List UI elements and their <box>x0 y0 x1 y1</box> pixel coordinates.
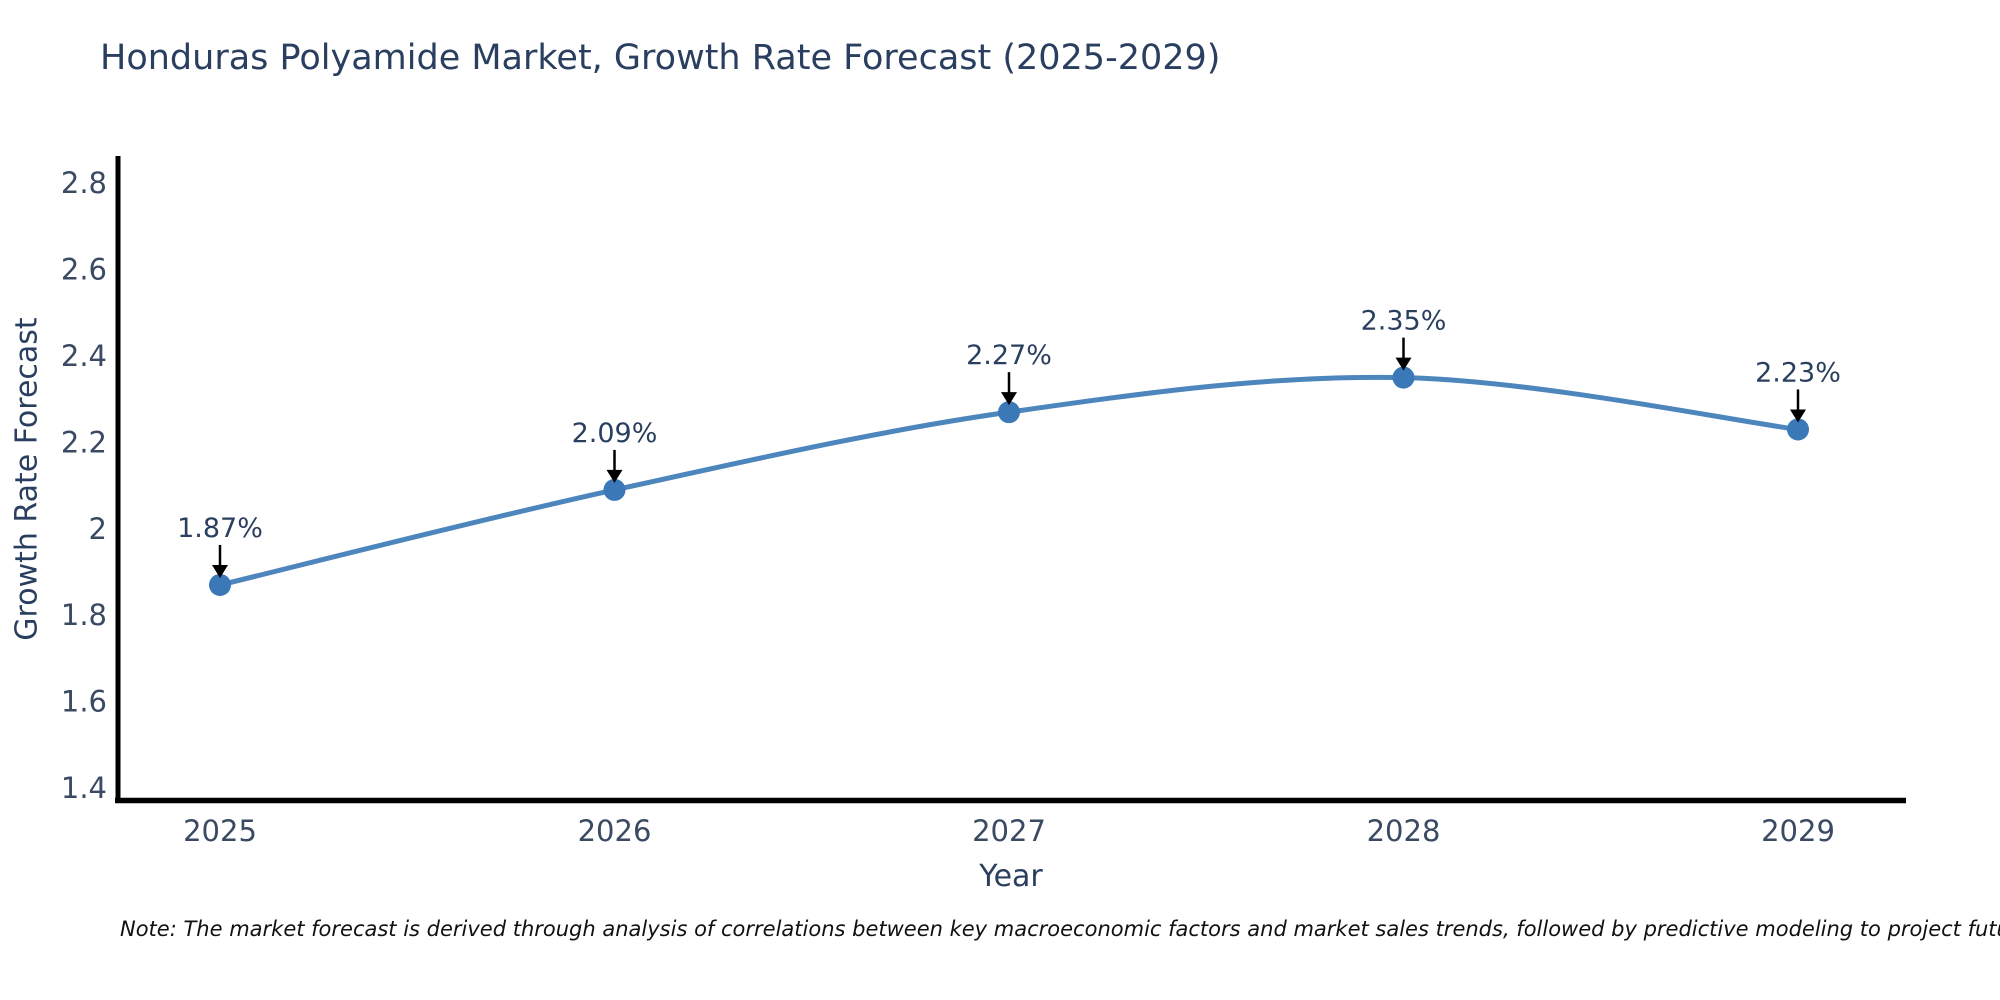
y-tick-label: 2.8 <box>61 166 107 200</box>
y-tick-label: 1.8 <box>61 598 107 632</box>
y-axis-title: Growth Rate Forecast <box>10 317 45 641</box>
chart-title: Honduras Polyamide Market, Growth Rate F… <box>100 38 1221 78</box>
data-point-label: 1.87% <box>177 513 263 544</box>
data-point-label: 2.09% <box>572 418 658 449</box>
data-point-label: 2.23% <box>1755 357 1841 388</box>
x-tick-label: 2027 <box>972 814 1046 848</box>
y-tick-label: 1.4 <box>61 771 107 805</box>
annotation-arrowhead-icon <box>1001 392 1017 406</box>
annotation-arrowhead-icon <box>1790 409 1806 423</box>
data-point-marker <box>209 573 231 596</box>
x-tick-label: 2026 <box>578 814 652 848</box>
data-point-marker <box>1392 366 1415 389</box>
data-point-label: 2.35% <box>1361 306 1447 337</box>
x-axis-title: Year <box>978 859 1043 894</box>
y-tick-label: 1.6 <box>61 685 107 719</box>
x-tick-label: 2028 <box>1367 814 1441 848</box>
y-tick-label: 2.2 <box>61 425 107 459</box>
data-point-label: 2.27% <box>966 340 1052 371</box>
annotation-arrowhead-icon <box>1395 357 1412 371</box>
data-point-marker <box>1787 418 1809 441</box>
footnote: Note: The market forecast is derived thr… <box>120 917 2000 941</box>
x-tick-label: 2029 <box>1761 814 1835 848</box>
y-tick-label: 2.4 <box>61 339 107 373</box>
annotation-arrowhead-icon <box>212 564 228 578</box>
data-point-marker <box>603 478 626 501</box>
x-tick-label: 2025 <box>183 814 257 848</box>
data-point-marker <box>998 401 1020 424</box>
y-tick-label: 2 <box>89 512 107 546</box>
y-tick-label: 2.6 <box>61 253 107 287</box>
annotation-arrowhead-icon <box>606 469 623 483</box>
